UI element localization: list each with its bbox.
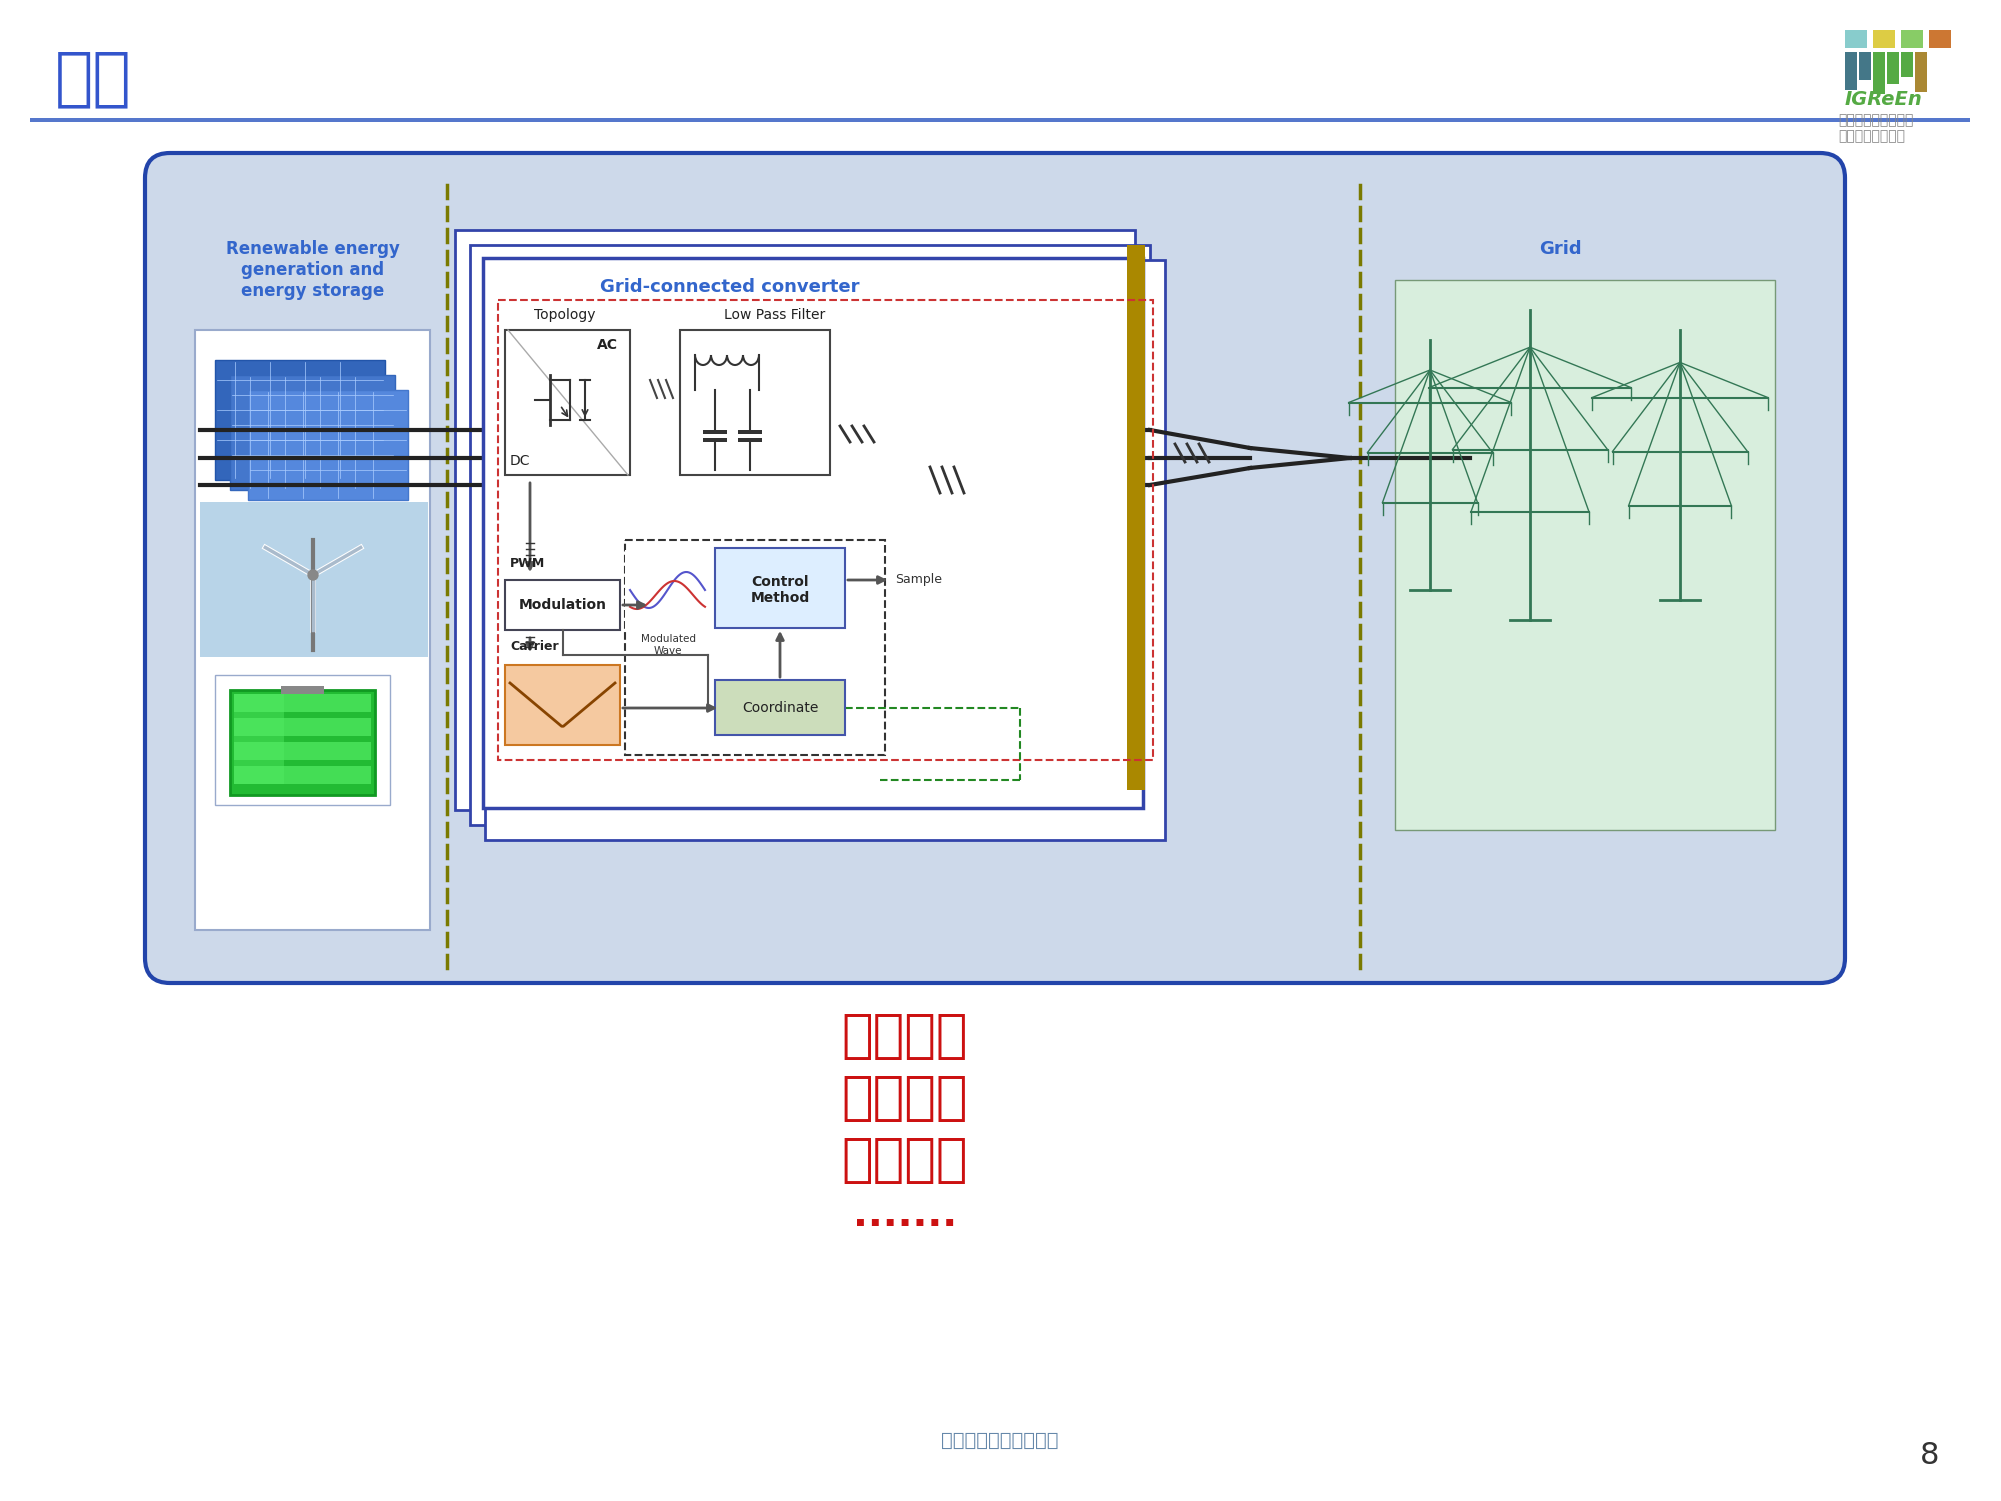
FancyBboxPatch shape bbox=[144, 153, 1845, 983]
Bar bbox=[194, 330, 430, 931]
Bar bbox=[680, 330, 830, 474]
Bar bbox=[214, 360, 384, 480]
Bar bbox=[1845, 53, 1857, 90]
Text: Grid-connected converter: Grid-connected converter bbox=[600, 278, 860, 296]
Bar bbox=[1873, 30, 1895, 48]
Text: Coordinate: Coordinate bbox=[742, 701, 818, 714]
Bar bbox=[504, 330, 630, 474]
Bar bbox=[1887, 53, 1899, 84]
Bar bbox=[714, 548, 844, 627]
Text: Topology: Topology bbox=[534, 308, 596, 323]
Bar bbox=[482, 258, 1143, 808]
Text: 背景: 背景 bbox=[54, 47, 132, 110]
Text: 虚拟同步: 虚拟同步 bbox=[842, 1072, 968, 1124]
Bar bbox=[454, 230, 1135, 811]
Bar bbox=[1915, 53, 1927, 92]
Text: Modulation: Modulation bbox=[518, 597, 606, 612]
Text: .......: ....... bbox=[852, 1196, 956, 1234]
Bar bbox=[624, 540, 884, 755]
Text: IGReEn: IGReEn bbox=[1845, 90, 1923, 110]
Bar bbox=[248, 390, 408, 500]
Bar bbox=[1873, 53, 1885, 95]
Text: Control
Method: Control Method bbox=[750, 575, 810, 605]
Bar bbox=[1395, 281, 1775, 830]
Bar bbox=[234, 741, 370, 760]
Bar bbox=[234, 693, 284, 784]
Bar bbox=[1845, 30, 1867, 48]
Bar bbox=[738, 438, 762, 441]
Bar bbox=[1859, 53, 1871, 80]
Bar bbox=[498, 300, 1153, 760]
Text: Sample: Sample bbox=[894, 573, 942, 587]
Bar bbox=[470, 245, 1151, 826]
Bar bbox=[280, 686, 324, 693]
Bar bbox=[1901, 30, 1923, 48]
Bar bbox=[230, 690, 374, 796]
Bar bbox=[234, 766, 370, 784]
Text: 孤岛检测: 孤岛检测 bbox=[842, 1133, 968, 1186]
Bar bbox=[214, 675, 390, 805]
Text: Carrier: Carrier bbox=[510, 639, 558, 653]
Bar bbox=[504, 579, 620, 630]
Text: 下垂控制: 下垂控制 bbox=[842, 1010, 968, 1063]
Text: DC: DC bbox=[510, 453, 530, 468]
Bar bbox=[230, 375, 394, 489]
Text: Low Pass Filter: Low Pass Filter bbox=[724, 308, 826, 323]
Text: 《电工技术学报》发布: 《电工技术学报》发布 bbox=[940, 1430, 1059, 1450]
Text: PWM: PWM bbox=[510, 557, 544, 570]
Bar bbox=[714, 680, 844, 735]
Text: Renewable energy
generation and
energy storage: Renewable energy generation and energy s… bbox=[226, 240, 400, 300]
Bar bbox=[30, 119, 1971, 122]
Bar bbox=[234, 693, 370, 711]
Text: 山东大学可再生能源: 山东大学可再生能源 bbox=[1839, 113, 1913, 128]
Bar bbox=[1901, 53, 1913, 77]
Bar bbox=[1127, 245, 1145, 790]
Text: Grid: Grid bbox=[1539, 240, 1581, 258]
Bar bbox=[702, 438, 726, 441]
Bar bbox=[234, 717, 370, 735]
Bar bbox=[624, 549, 710, 630]
Bar bbox=[702, 429, 726, 434]
Bar bbox=[738, 429, 762, 434]
Text: 与智能电网研究所: 与智能电网研究所 bbox=[1839, 129, 1905, 143]
Text: 8: 8 bbox=[1921, 1441, 1939, 1469]
Text: AC: AC bbox=[596, 338, 618, 353]
Bar bbox=[200, 501, 428, 657]
Circle shape bbox=[308, 570, 318, 579]
Bar bbox=[1929, 30, 1951, 48]
Bar bbox=[504, 665, 620, 744]
Text: Modulated
Wave: Modulated Wave bbox=[640, 633, 696, 656]
Bar bbox=[484, 260, 1165, 841]
